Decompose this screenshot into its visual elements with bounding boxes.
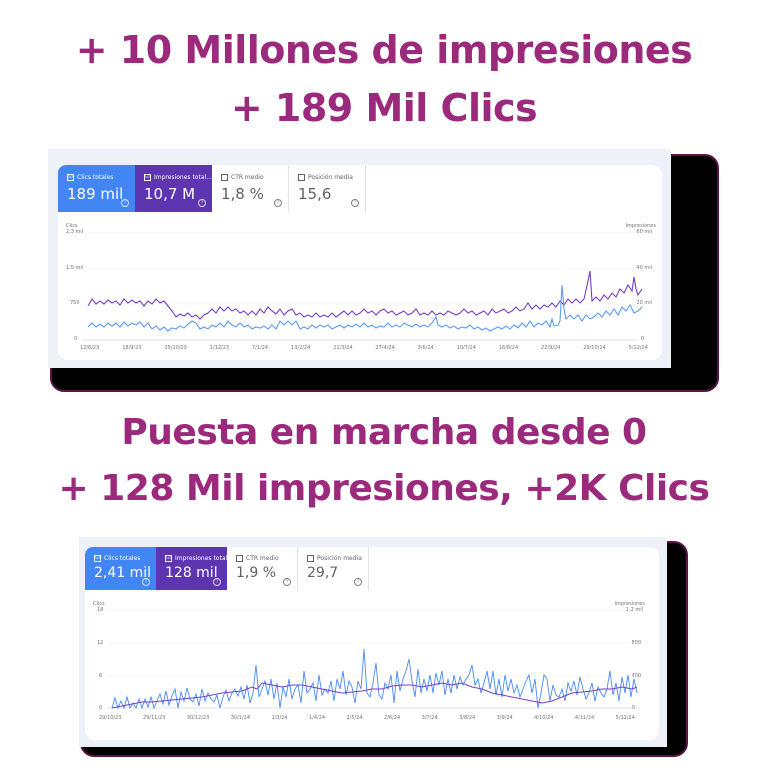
- metric-label: CTR medio: [246, 555, 279, 562]
- metric-label: Posición media: [317, 555, 362, 562]
- left-tick: 0: [74, 336, 78, 342]
- impressions-line: [87, 270, 643, 320]
- checkbox-icon: [307, 555, 314, 562]
- metric-label: Clics totales: [104, 555, 141, 562]
- checkbox-icon: ☑: [144, 174, 151, 181]
- clicks-line: [87, 284, 643, 332]
- metric-clicks[interactable]: ☑ Clics totales 2,41 mil ?: [85, 547, 156, 590]
- headline-top-line1: + 10 Millones de impresiones: [75, 28, 693, 72]
- screenshot1: ☑ Clics totales 189 mil ? ☑ Impresiones to…: [48, 149, 671, 368]
- left-tick: 1,5 mil: [66, 265, 84, 271]
- metric-tabs: ☑ Clics totales 2,41 mil ? ☑ Impresiones t…: [85, 547, 369, 590]
- clicks-line: [111, 648, 638, 710]
- help-icon[interactable]: ?: [274, 199, 282, 207]
- help-icon[interactable]: ?: [283, 578, 291, 586]
- help-icon[interactable]: ?: [351, 199, 359, 207]
- headline-top-line2: + 189 Mil Clics: [230, 86, 538, 130]
- metric-ctr[interactable]: CTR medio 1,8 % ?: [212, 165, 289, 212]
- help-icon[interactable]: ?: [121, 199, 129, 207]
- right-tick: 60 mil: [636, 229, 652, 235]
- left-tick: 12: [97, 640, 104, 646]
- metric-label: Impresiones total...: [175, 555, 233, 562]
- metric-label: Posición media: [308, 174, 353, 181]
- left-tick: 750: [70, 300, 80, 306]
- help-icon[interactable]: ?: [142, 578, 150, 586]
- right-tick: 0: [640, 336, 644, 342]
- metric-value: 1,8 %: [221, 185, 264, 203]
- help-icon[interactable]: ?: [354, 578, 362, 586]
- checkbox-icon: ☑: [94, 555, 101, 562]
- right-axis-title: Impresiones: [625, 223, 656, 229]
- metric-value: 2,41 mil: [94, 565, 152, 581]
- left-tick: 0: [99, 705, 103, 711]
- headline-bottom-line1: Puesta en marcha desde 0: [121, 412, 647, 453]
- left-tick: 18: [97, 607, 104, 613]
- chart2-plot: [107, 609, 638, 710]
- metric-label: CTR medio: [231, 174, 264, 181]
- left-axis-title: Clics: [93, 601, 105, 607]
- headline-bottom-line2: + 128 Mil impresiones, +2K Clics: [58, 468, 710, 509]
- metric-position[interactable]: Posición media 15,6 ?: [289, 165, 366, 212]
- metric-value: 128 mil: [165, 565, 218, 581]
- metric-value: 29,7: [307, 565, 339, 581]
- performance-card: ☑ Clics totales 2,41 mil ? ☑ Impresiones t…: [85, 547, 659, 740]
- metric-impressions[interactable]: ☑ Impresiones total... 128 mil ?: [156, 547, 233, 590]
- impressions-line: [111, 682, 638, 709]
- chart1-plot: [82, 232, 643, 341]
- help-icon[interactable]: ?: [213, 578, 221, 586]
- metric-value: 1,9 %: [236, 565, 277, 581]
- left-tick: 2,3 mil: [66, 229, 84, 235]
- metric-ctr[interactable]: CTR medio 1,9 % ?: [227, 547, 298, 590]
- metric-value: 15,6: [298, 185, 332, 203]
- metric-position[interactable]: Posición media 29,7 ?: [298, 547, 369, 590]
- right-axis-title: Impresiones: [614, 601, 645, 607]
- metric-label: Clics totales: [77, 174, 114, 181]
- left-tick: 6: [99, 673, 103, 679]
- metric-value: 189 mil: [67, 185, 124, 203]
- help-icon[interactable]: ?: [198, 199, 206, 207]
- checkbox-icon: [236, 555, 243, 562]
- metric-clicks[interactable]: ☑ Clics totales 189 mil ?: [58, 165, 135, 212]
- metric-impressions[interactable]: ☑ Impresiones total... 10,7 M ?: [135, 165, 212, 212]
- performance-card: ☑ Clics totales 189 mil ? ☑ Impresiones to…: [58, 165, 662, 360]
- checkbox-icon: ☑: [165, 555, 172, 562]
- checkbox-icon: [221, 174, 228, 181]
- screenshot2: ☑ Clics totales 2,41 mil ? ☑ Impresiones t…: [79, 537, 667, 747]
- metric-label: Impresiones total...: [154, 174, 212, 181]
- metric-value: 10,7 M: [144, 185, 196, 203]
- x-axis-ticks: 12/8/23 18/9/23 25/10/23 1/12/23 7/1/24 …: [80, 345, 648, 351]
- metric-tabs: ☑ Clics totales 189 mil ? ☑ Impresiones to…: [58, 165, 366, 212]
- checkbox-icon: [298, 174, 305, 181]
- checkbox-icon: ☑: [67, 174, 74, 181]
- left-axis-title: Clics: [66, 223, 78, 229]
- x-axis-ticks: 29/10/23 29/11/23 30/12/23 30/1/24 1/3/2…: [99, 715, 635, 721]
- right-tick: 40 mil: [636, 265, 652, 271]
- right-tick: 20 mil: [636, 300, 652, 306]
